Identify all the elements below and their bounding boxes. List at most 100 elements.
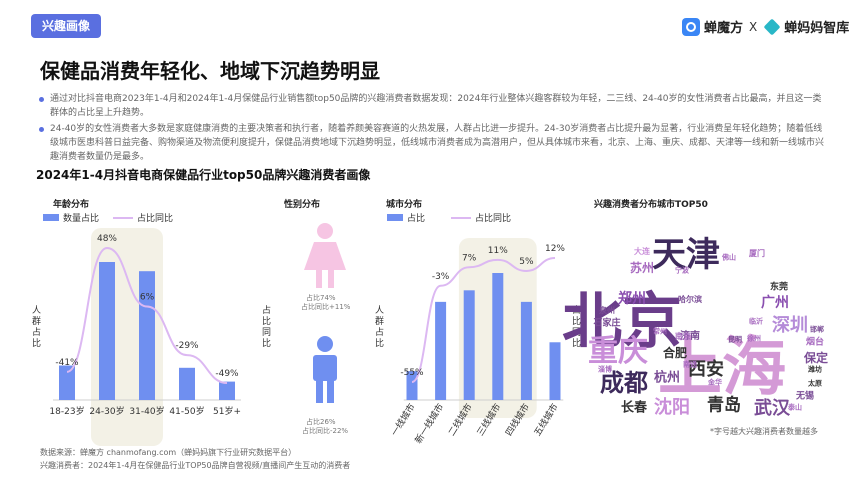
cloud-panel-title: 兴趣消费者分布城市TOP50: [594, 200, 708, 210]
yoy-label-三线城市: 11%: [488, 246, 508, 256]
cloud-word: 天津: [652, 235, 720, 275]
bullet-icon: [39, 97, 44, 102]
x-tick-24-30岁: 24-30岁: [89, 405, 124, 417]
cloud-word: 西安: [688, 359, 724, 380]
bullet-icon: [39, 127, 44, 132]
age-y-left-label: 人群占比: [32, 306, 42, 349]
cloud-word: 保定: [803, 351, 829, 365]
footer-definition: 兴趣消费者：2024年1-4月在保健品行业TOP50品牌自营视频/直播间产生互动…: [40, 461, 351, 470]
female-icon: [304, 223, 346, 288]
cloud-word: 郑州: [618, 291, 646, 307]
cloud-word: 临沂: [749, 317, 763, 326]
x-tick-51岁+: 51岁+: [213, 405, 241, 417]
yoy-label-一线城市: -55%: [400, 368, 424, 378]
age-legend-bar-label: 数量占比: [63, 214, 100, 224]
yoy-line: [411, 257, 556, 383]
city-y-right-label: 占比同比: [572, 306, 582, 349]
bar-新一线城市: [435, 301, 447, 400]
bar-legend-swatch: [387, 214, 403, 221]
cloud-word: 重庆: [588, 334, 648, 369]
female-yoy-label: 占比同比+11%: [301, 303, 351, 311]
city-legend: 占比 占比同比: [387, 211, 511, 224]
yoy-line: [66, 246, 228, 384]
cloud-word: 北京: [562, 287, 682, 357]
line-legend-swatch: [451, 216, 472, 219]
cloud-word: 广州: [761, 295, 789, 311]
cloud-word: 武汉: [754, 398, 790, 419]
cloud-word: 常州: [653, 327, 667, 336]
summary-paragraph-1: 通过对比抖音电商2023年1-4月和2024年1-4月保健品行业销售额top50…: [36, 92, 826, 120]
bar-18-23岁: [59, 365, 75, 400]
cloud-word: 厦门: [749, 249, 765, 258]
cloud-word: 深圳: [772, 315, 808, 336]
cloud-word: 徐州: [747, 334, 761, 343]
age-y-right-label: 占比同比: [262, 306, 272, 349]
yoy-label-四线城市: 5%: [519, 257, 534, 267]
brand-chanmofang: 蝉魔方: [704, 21, 744, 36]
cloud-word: 济南: [680, 331, 700, 342]
section-tag: 兴趣画像: [31, 14, 101, 38]
male-icon: [313, 336, 337, 403]
cloud-word: 成都: [600, 369, 648, 397]
bar-51岁+: [219, 381, 235, 400]
bar-四线城市: [520, 301, 532, 400]
bar-legend-swatch: [43, 214, 59, 221]
yoy-label-二线城市: 7%: [462, 253, 477, 263]
age-legend: 数量占比 占比同比: [43, 211, 173, 224]
age-legend-line-label: 占比同比: [137, 214, 174, 224]
brand-separator: X: [749, 19, 758, 34]
city-y-left-label: 人群占比: [375, 306, 385, 349]
cloud-word: 昆明: [728, 335, 742, 344]
page-title: 保健品消费年轻化、地域下沉趋势明显: [40, 59, 380, 83]
x-tick-31-40岁: 31-40岁: [129, 405, 164, 417]
cloud-word: 合肥: [662, 346, 688, 360]
yoy-label-24-30岁: 48%: [97, 234, 117, 244]
cloud-word: 南通: [683, 360, 697, 369]
cloud-word: 佛山: [722, 253, 736, 262]
line-legend-swatch: [113, 216, 134, 219]
summary-paragraph-2: 24-40岁的女性消费者大多数是家庭健康消费的主要决策者和执行者，随着养颜美容赛…: [36, 122, 826, 164]
cloud-word: 青岛: [707, 395, 741, 416]
brand-logos: 蝉魔方 X 蝉妈妈智库: [682, 17, 849, 36]
cloud-word: 上海: [658, 331, 786, 405]
male-share-label: 占比26%: [306, 418, 336, 426]
cloud-word: 大连: [634, 247, 650, 256]
cloud-word: 苏州: [629, 261, 655, 275]
brand-chanmama: 蝉妈妈智库: [784, 21, 850, 36]
yoy-label-新一线城市: -3%: [432, 272, 450, 282]
yoy-label-51岁+: -49%: [215, 369, 239, 379]
cloud-word: 金华: [708, 378, 722, 387]
cloud-word: 泉州: [599, 306, 615, 315]
bar-三线城市: [492, 273, 504, 400]
city-legend-line-label: 占比同比: [475, 214, 512, 224]
chanmofang-logo-icon: [682, 17, 700, 36]
yoy-label-41-50岁: -29%: [175, 341, 199, 351]
cloud-word: 泰山: [788, 403, 802, 412]
cloud-word: 东莞: [769, 282, 789, 293]
male-yoy-label: 占比同比-22%: [302, 427, 349, 435]
yoy-label-18-23岁: -41%: [55, 358, 79, 368]
x-tick-18-23岁: 18-23岁: [49, 405, 84, 417]
bar-24-30岁: [99, 262, 115, 400]
cloud-word: 南京: [675, 332, 691, 341]
cloud-word: 宁波: [675, 266, 689, 275]
cloud-word: 淄博: [598, 365, 612, 374]
cloud-word: 烟台: [805, 337, 825, 348]
cloud-word: 无锡: [795, 391, 815, 402]
cloud-word: 邯郸: [810, 325, 824, 334]
city-panel-title: 城市分布: [386, 200, 423, 210]
bar-41-50岁: [179, 367, 195, 400]
cloud-word: 哈尔滨: [678, 295, 702, 304]
cloud-word: 太原: [808, 379, 822, 388]
gender-panel-title: 性别分布: [284, 200, 321, 210]
cloud-word: 杭州: [653, 370, 681, 386]
bar-二线城市: [463, 290, 475, 400]
cloud-word: 潍坊: [808, 365, 822, 374]
cloud-note: *字号越大兴趣消费者数量越多: [710, 427, 818, 436]
cloud-word: 长春: [620, 400, 648, 416]
cloud-word: 沈阳: [654, 397, 690, 418]
